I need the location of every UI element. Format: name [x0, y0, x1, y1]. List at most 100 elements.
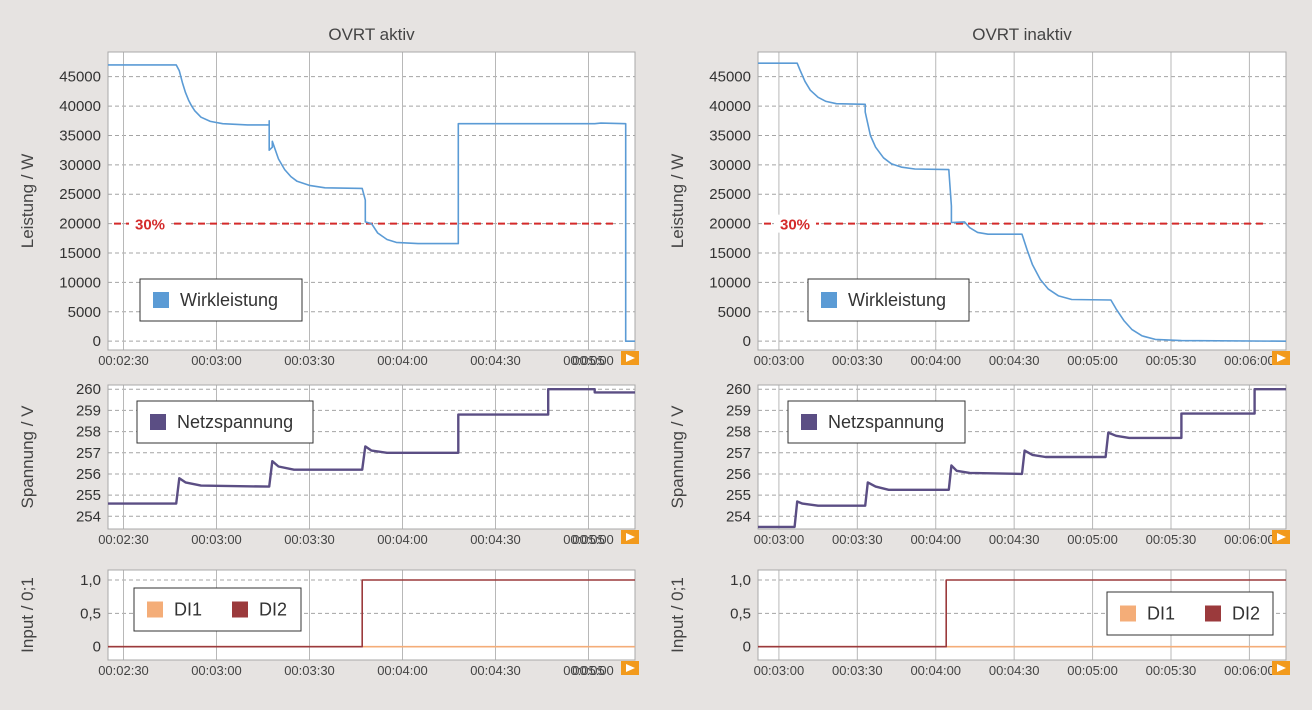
- series-line-di2: [108, 579, 635, 648]
- chart-title: OVRT inaktiv: [972, 25, 1072, 44]
- x-tick-label: 00:05:30: [1146, 353, 1197, 368]
- scroll-right-icon[interactable]: [1272, 530, 1290, 544]
- x-tick-label: 00:02:30: [98, 663, 149, 678]
- x-tick-label: 00:05:30: [1146, 663, 1197, 678]
- x-tick-label: 00:04:00: [910, 663, 961, 678]
- play-triangle: [626, 533, 635, 541]
- y-tick-label: 254: [76, 508, 101, 525]
- plot-border: [107, 569, 636, 661]
- y-tick-label: 1,0: [80, 572, 101, 589]
- legend-box: [787, 400, 966, 444]
- y-axis-label: Leistung / W: [18, 154, 37, 249]
- scroll-right-icon[interactable]: [621, 530, 639, 544]
- plot-border: [757, 51, 1287, 351]
- legend: Netzspannung: [787, 400, 966, 444]
- legend-swatch: [801, 414, 817, 430]
- x-tick-label: 00:03:30: [832, 532, 883, 547]
- legend-label: DI2: [1232, 604, 1260, 624]
- scroll-right-icon[interactable]: [1272, 351, 1290, 365]
- x-tick-label: 00:06:00: [1224, 353, 1275, 368]
- right-voltage-chart: 254 255 256 257 258 259 260 00:03:00 00:03:30 00:…: [668, 381, 1290, 547]
- threshold-label: 30%: [780, 217, 810, 234]
- x-tick-label: 00:04:30: [470, 353, 521, 368]
- y-tick-label: 0: [743, 639, 751, 656]
- series-line-netzspannung: [758, 388, 1286, 529]
- x-tick-label: 00:03:00: [754, 663, 805, 678]
- legend-box: [136, 400, 314, 444]
- x-tick-label: 00:03:30: [284, 353, 335, 368]
- x-tick-label: 00:04:00: [377, 532, 428, 547]
- legend-label: DI1: [1147, 604, 1175, 624]
- x-tick-label: 00:04:00: [377, 663, 428, 678]
- x-tick-label: 00:03:30: [832, 353, 883, 368]
- x-tick-label: 00:05:00: [1067, 353, 1118, 368]
- left-input-chart: 0 0,5 1,0 00:02:30 00:03:00 00:03:30 00:04:00 0…: [18, 569, 639, 678]
- x-tick-label: 00:03:00: [191, 663, 242, 678]
- y-tick-label: 5000: [718, 304, 751, 321]
- x-tick-label: 00:04:30: [470, 663, 521, 678]
- x-tick-label: 00:04:00: [910, 353, 961, 368]
- left-power-chart: OVRT aktiv 0 5000 10000 15000 20000 25000 30000…: [18, 25, 639, 368]
- legend-label: DI1: [174, 600, 202, 620]
- legend-swatch: [153, 292, 169, 308]
- y-tick-label: 0,5: [730, 605, 751, 622]
- y-tick-label: 254: [726, 508, 751, 525]
- right-input-chart: 0 0,5 1,0 00:03:00 00:03:30 00:04:00 00:04:30 0…: [668, 569, 1290, 678]
- y-axis-label: Input / 0;1: [668, 577, 687, 653]
- y-tick-label: 15000: [709, 245, 751, 262]
- x-tick-label: 00:04:30: [989, 663, 1040, 678]
- scroll-right-icon[interactable]: [1272, 661, 1290, 675]
- threshold-label: 30%: [135, 217, 165, 234]
- plot-border: [757, 569, 1287, 661]
- y-axis-label: Input / 0;1: [18, 577, 37, 653]
- x-tick-label: 00:05: [572, 532, 605, 547]
- y-tick-label: 260: [726, 381, 751, 398]
- y-tick-label: 20000: [59, 216, 101, 233]
- chart-title: OVRT aktiv: [328, 25, 415, 44]
- y-tick-label: 35000: [59, 127, 101, 144]
- x-tick-label: 00:04:30: [989, 532, 1040, 547]
- plot-border: [757, 384, 1287, 530]
- x-tick-label: 00:06:00: [1224, 663, 1275, 678]
- y-tick-label: 30000: [59, 157, 101, 174]
- y-tick-label: 1,0: [730, 572, 751, 589]
- y-tick-label: 30000: [709, 157, 751, 174]
- y-tick-label: 5000: [68, 304, 101, 321]
- x-tick-label: 00:05:00: [1067, 663, 1118, 678]
- y-tick-label: 25000: [59, 186, 101, 203]
- x-tick-label: 00:02:30: [98, 353, 149, 368]
- scroll-right-icon[interactable]: [621, 351, 639, 365]
- legend-swatch: [1120, 605, 1136, 622]
- y-tick-label: 258: [726, 424, 751, 441]
- y-tick-label: 40000: [709, 98, 751, 115]
- x-tick-label: 00:03:00: [754, 353, 805, 368]
- series-line-wirkleistung: [108, 64, 635, 342]
- y-tick-label: 256: [76, 466, 101, 483]
- y-tick-label: 10000: [59, 274, 101, 291]
- x-tick-label: 00:03:00: [191, 532, 242, 547]
- x-tick-label: 00:05:00: [563, 353, 614, 368]
- x-tick-label: 00:03:00: [754, 532, 805, 547]
- y-tick-label: 0: [93, 333, 101, 350]
- legend: DI1 DI2: [133, 587, 302, 632]
- play-triangle: [626, 354, 635, 362]
- legend-label: DI2: [259, 600, 287, 620]
- x-tick-label: 00:03:30: [284, 663, 335, 678]
- legend-label: Wirkleistung: [848, 290, 946, 310]
- x-tick-label: 00:04:30: [989, 353, 1040, 368]
- y-tick-label: 10000: [709, 274, 751, 291]
- x-tick-label: 00:06:00: [1224, 532, 1275, 547]
- plot-border: [107, 384, 636, 530]
- y-tick-label: 45000: [709, 69, 751, 86]
- legend-swatch: [150, 414, 166, 430]
- y-tick-label: 255: [726, 487, 751, 504]
- legend: Wirkleistung: [807, 278, 970, 322]
- x-tick-label: 00:05:00: [563, 663, 614, 678]
- legend-swatch: [147, 601, 163, 618]
- x-tick-label: 00:03:30: [832, 663, 883, 678]
- x-tick-label: 00:04:30: [470, 532, 521, 547]
- right-power-chart: OVRT inaktiv 0 5000 10000 15000 20000 25000 300…: [668, 25, 1290, 368]
- series-line-di2: [758, 579, 1286, 648]
- scroll-right-icon[interactable]: [621, 661, 639, 675]
